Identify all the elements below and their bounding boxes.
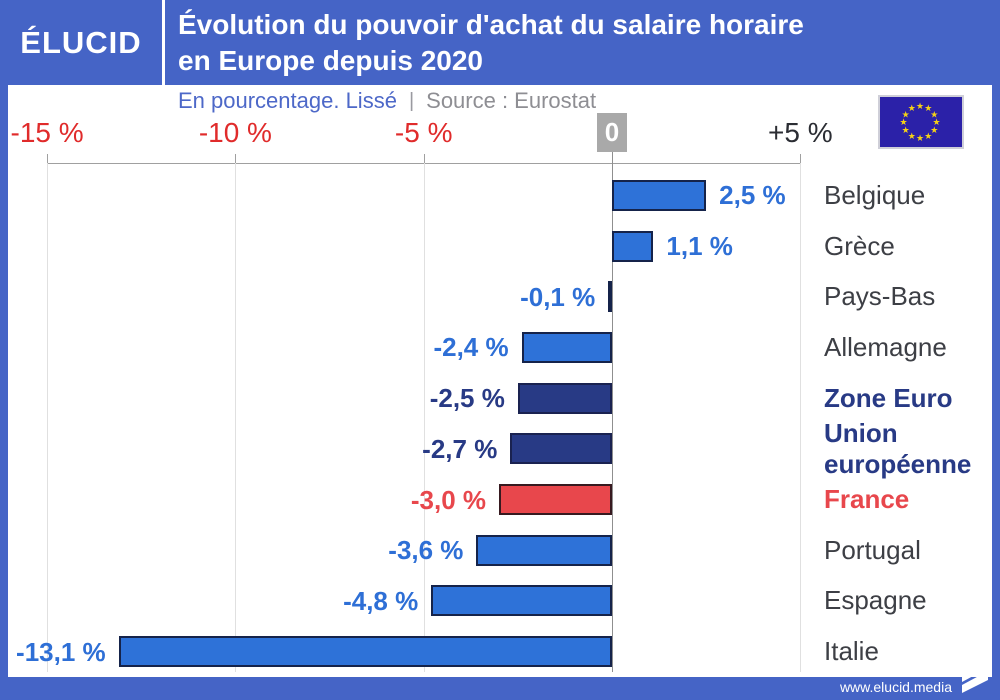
country-label: Belgique [824, 179, 926, 210]
chart-subtitle: En pourcentage. Lissé [178, 88, 397, 113]
svg-text:★: ★ [930, 125, 938, 135]
bar [521, 331, 612, 363]
elucid-flag-icon [958, 655, 992, 700]
frame-border-left [0, 85, 8, 700]
country-label: Zone Euro [824, 382, 953, 413]
bar-value-label: 1,1 % [666, 231, 733, 262]
axis-tickmark [423, 154, 425, 163]
axis-tick-label-neg5: -5 % [394, 117, 453, 148]
gridline [235, 163, 237, 672]
gridline [800, 163, 802, 672]
bar [612, 179, 707, 211]
footer-url: www.elucid.media [839, 679, 952, 695]
svg-text:★: ★ [902, 109, 910, 119]
bar [476, 534, 612, 566]
bar [510, 433, 612, 465]
eu-flag-icon: ★ ★ ★ ★ ★ ★ ★ ★ ★ ★ ★ ★ [878, 95, 964, 149]
subtitle-separator: | [408, 89, 415, 112]
bar-value-label: 2,5 % [719, 180, 786, 211]
source-label: Source : Eurostat [426, 88, 597, 113]
chart-title-line1: Évolution du pouvoir d'achat du salaire … [178, 9, 804, 40]
bar [118, 636, 612, 668]
gridline [47, 163, 49, 672]
bar [608, 281, 613, 313]
header-divider [162, 0, 165, 85]
chart-title-line2: en Europe depuis 2020 [178, 45, 483, 76]
bar-value-label: -2,5 % [429, 383, 505, 414]
footer-banner [0, 677, 1000, 700]
bar-value-label: -4,8 % [343, 585, 419, 616]
bar-value-label: -2,4 % [433, 332, 509, 363]
bar [612, 230, 654, 262]
svg-text:★: ★ [902, 125, 910, 135]
axis-tickmark [800, 154, 802, 163]
axis-tick-label-zero: 0 [597, 113, 627, 152]
axis-tick-label-neg10: -10 % [198, 117, 272, 148]
country-label: Pays-Bas [824, 281, 936, 312]
bar [517, 382, 612, 414]
country-label: Espagne [824, 585, 927, 616]
country-label: Allemagne [824, 331, 947, 362]
bar-value-label: -13,1 % [16, 636, 106, 667]
elucid-logo: ÉLUCID [20, 24, 142, 60]
country-label: Italie [824, 636, 879, 667]
svg-text:★: ★ [908, 131, 916, 141]
svg-text:★: ★ [924, 131, 932, 141]
axis-tick-label-pos5: +5 % [767, 117, 833, 148]
svg-text:★: ★ [932, 117, 940, 127]
svg-text:★: ★ [924, 103, 932, 113]
svg-text:★: ★ [899, 117, 907, 127]
country-label: France [824, 484, 910, 515]
svg-text:★: ★ [908, 103, 916, 113]
header-banner: ÉLUCID Évolution du pouvoir d'achat du s… [0, 0, 1000, 85]
zero-gridline [612, 152, 613, 672]
chart-title: Évolution du pouvoir d'achat du salaire … [178, 7, 804, 79]
bar [499, 484, 612, 516]
bar-value-label: -0,1 % [520, 281, 596, 312]
bar-value-label: -3,0 % [410, 484, 487, 515]
country-label: Grèce [824, 230, 895, 261]
subtitle-row: En pourcentage. Lissé | Source : Eurosta… [178, 86, 596, 116]
frame-border-right [992, 85, 1000, 700]
axis-tickmark [235, 154, 237, 163]
svg-text:★: ★ [916, 133, 924, 143]
axis-tickmark [47, 154, 49, 163]
country-label: Portugal [824, 534, 921, 565]
bar-value-label: -3,6 % [388, 535, 464, 566]
svg-text:★: ★ [916, 101, 924, 111]
bar [431, 585, 612, 617]
bar-value-label: -2,7 % [422, 433, 498, 464]
country-label: Union européenne [824, 417, 972, 479]
axis-tick-label-neg15: -15 % [10, 117, 84, 148]
svg-text:★: ★ [930, 109, 938, 119]
gridline [423, 163, 425, 672]
